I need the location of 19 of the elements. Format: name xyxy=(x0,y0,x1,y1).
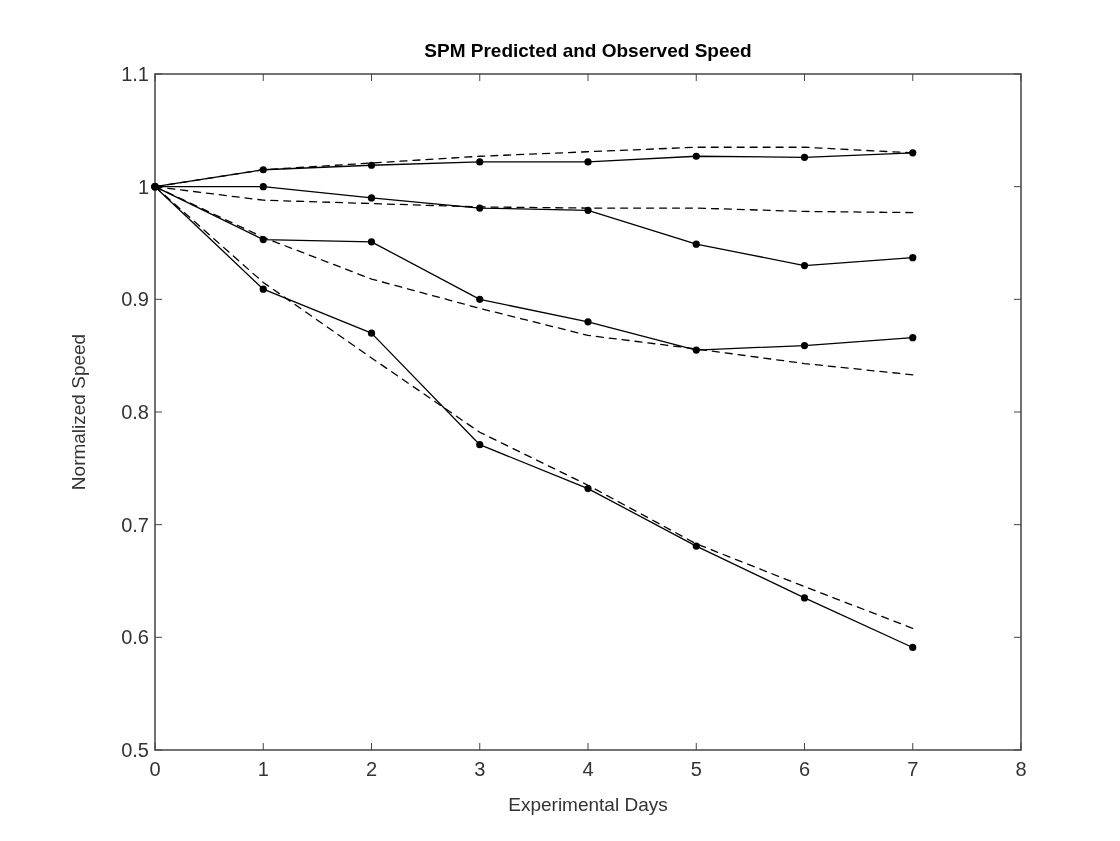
x-tick-label: 2 xyxy=(365,758,378,780)
y-tick-label: 1 xyxy=(137,175,149,198)
y-axis-title: Normalized Speed xyxy=(68,333,89,491)
y-tick-label: 0.7 xyxy=(121,513,149,536)
x-axis-title: Experimental Days xyxy=(508,794,668,815)
y-tick-label: 0.8 xyxy=(121,401,149,423)
y-tick-label: 1.1 xyxy=(121,63,149,85)
x-tick-label: 0 xyxy=(149,758,161,780)
x-tick-label: 3 xyxy=(474,758,486,780)
x-tick-label: 5 xyxy=(690,758,702,780)
x-tick-label: 7 xyxy=(907,758,919,780)
x-tick-label: 6 xyxy=(798,758,811,780)
x-tick-label: 4 xyxy=(582,758,594,780)
y-tick-label: 0.9 xyxy=(121,288,149,311)
x-tick-label: 8 xyxy=(1015,758,1027,780)
y-tick-label: 0.5 xyxy=(121,739,149,761)
chart-title: SPM Predicted and Observed Speed xyxy=(424,40,752,61)
x-tick-label: 1 xyxy=(257,758,269,780)
y-tick-label: 0.6 xyxy=(121,626,149,649)
